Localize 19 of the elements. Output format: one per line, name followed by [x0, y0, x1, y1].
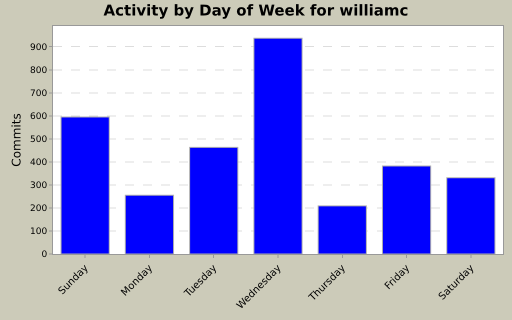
bar	[124, 194, 174, 254]
y-axis-title: Commits	[9, 113, 24, 167]
y-tick-label: 700	[30, 88, 48, 99]
bar	[253, 38, 303, 254]
chart-title: Activity by Day of Week for williamc	[104, 1, 408, 20]
y-tick-label: 100	[30, 227, 48, 238]
bar	[189, 146, 238, 254]
y-tick-label: 900	[30, 42, 48, 53]
y-tick-label: 200	[30, 204, 48, 214]
y-tick-label: 400	[30, 158, 48, 168]
bar	[446, 177, 496, 254]
y-tick-label: 600	[30, 112, 48, 122]
y-tick-label: 800	[30, 66, 48, 76]
y-tick-label: 300	[30, 181, 48, 192]
bar	[318, 205, 367, 254]
y-tick-label: 0	[41, 250, 48, 260]
bar	[382, 166, 432, 254]
y-tick-label: 500	[30, 135, 48, 145]
bar	[60, 116, 110, 254]
